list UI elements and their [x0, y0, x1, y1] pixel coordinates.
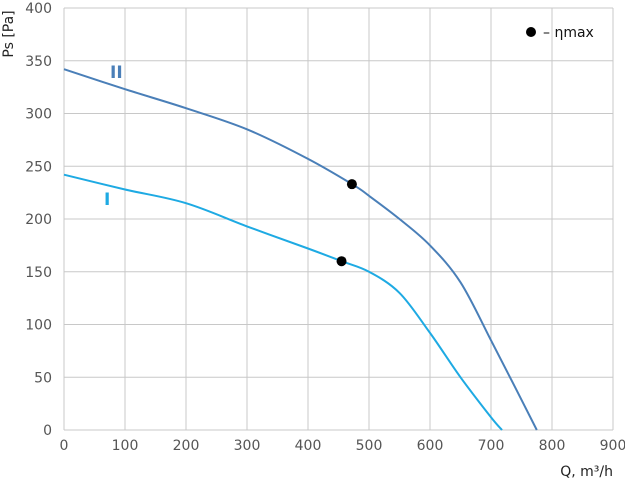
x-tick-label: 400: [295, 438, 322, 454]
legend-label: – ηmax: [543, 25, 594, 41]
y-tick-label: 350: [25, 54, 52, 70]
grid: [63, 7, 614, 431]
y-tick-label: 250: [25, 159, 52, 175]
y-tick-label: 150: [25, 265, 52, 281]
x-tick-label: 900: [600, 438, 625, 454]
x-tick-label: 700: [478, 438, 505, 454]
x-axis-label: Q, m³/h: [560, 464, 613, 480]
y-tick-labels: 0 50 100 150 200 250 300 350 400: [25, 1, 52, 439]
x-tick-label: 100: [112, 438, 139, 454]
eta-max-point-ii: [346, 179, 357, 190]
x-tick-label: 0: [60, 438, 69, 454]
y-tick-label: 300: [25, 107, 52, 123]
curve-labels: III: [104, 63, 123, 210]
eta-max-markers: [336, 179, 357, 267]
y-tick-label: 100: [25, 318, 52, 334]
curve-label-i: I: [104, 190, 110, 210]
x-tick-label: 800: [539, 438, 566, 454]
x-tick-label: 500: [356, 438, 383, 454]
curve-label-ii: II: [110, 63, 123, 83]
x-tick-label: 200: [173, 438, 200, 454]
legend-marker-dot: [526, 27, 536, 37]
y-tick-label: 200: [25, 212, 52, 228]
legend: – ηmax: [526, 25, 594, 41]
x-tick-label: 300: [234, 438, 261, 454]
y-tick-label: 400: [25, 1, 52, 17]
y-axis-label: Ps [Pa]: [1, 10, 17, 57]
y-tick-label: 50: [34, 370, 52, 386]
curves: [63, 68, 538, 431]
eta-max-point-i: [336, 256, 347, 267]
y-tick-label: 0: [43, 423, 52, 439]
curve-i: [63, 173, 503, 431]
x-tick-labels: 0 100 200 300 400 500 600 700 800 900: [60, 438, 625, 454]
x-tick-label: 600: [417, 438, 444, 454]
curve-ii: [63, 68, 538, 431]
